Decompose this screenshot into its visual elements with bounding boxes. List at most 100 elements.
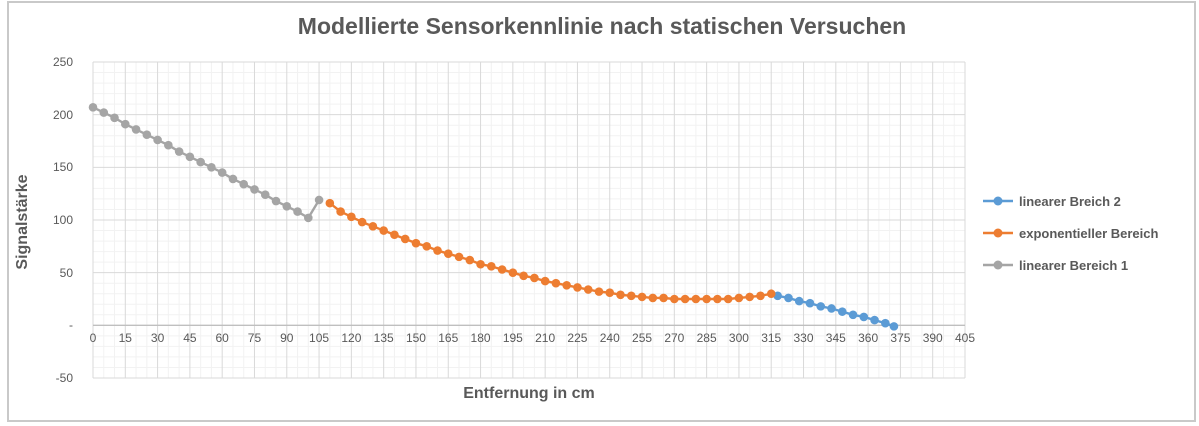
data-point-marker[interactable] [164,140,173,150]
data-point-marker[interactable] [594,287,604,296]
data-point-marker[interactable] [217,168,227,177]
x-tick-label: 315 [761,331,782,345]
data-point-marker[interactable] [616,290,625,300]
data-point-marker[interactable] [756,291,765,301]
data-point-marker[interactable] [637,292,647,302]
x-tick-label: 195 [502,331,523,345]
series-linearer-bereich-1[interactable] [88,102,324,223]
data-point-marker[interactable] [454,252,464,262]
data-point-marker[interactable] [702,294,711,304]
data-point-marker[interactable] [670,294,679,304]
data-point-marker[interactable] [734,293,744,303]
data-point-marker[interactable] [250,185,259,194]
data-point-marker[interactable] [659,293,668,303]
data-point-marker[interactable] [228,174,238,184]
data-point-marker[interactable] [131,125,141,134]
data-point-marker[interactable] [766,289,776,299]
data-point-marker[interactable] [573,283,582,292]
x-tick-label: 45 [183,331,197,345]
data-point-marker[interactable] [540,276,550,286]
data-point-marker[interactable] [99,108,109,117]
x-tick-label: 180 [470,331,491,345]
data-point-marker[interactable] [723,294,733,304]
data-point-marker[interactable] [816,302,826,311]
data-point-marker[interactable] [304,213,313,223]
data-point-marker[interactable] [368,222,378,231]
data-point-marker[interactable] [551,278,561,288]
data-point-marker[interactable] [282,202,292,211]
data-point-marker[interactable] [390,230,399,240]
data-point-marker[interactable] [443,249,453,259]
data-point-marker[interactable] [325,198,335,208]
data-point-marker[interactable] [88,102,98,112]
x-tick-label: 75 [247,331,262,345]
data-point-marker[interactable] [508,268,518,277]
data-point-marker[interactable] [196,157,205,167]
x-tick-label: 150 [405,331,426,345]
series-exponentieller-bereich[interactable] [325,198,776,304]
y-tick-label: 200 [52,107,73,122]
data-point-marker[interactable] [859,312,869,322]
data-point-marker[interactable] [260,190,270,200]
data-point-marker[interactable] [174,147,184,156]
data-point-marker[interactable] [827,304,836,313]
data-point-marker[interactable] [422,242,432,251]
data-point-marker[interactable] [465,255,475,265]
legend-item-exponentieller-bereich[interactable]: exponentieller Bereich [983,217,1158,249]
x-tick-label: 90 [280,331,294,345]
data-point-marker[interactable] [110,113,119,123]
data-point-marker[interactable] [185,152,195,162]
data-point-marker[interactable] [605,288,615,297]
data-point-marker[interactable] [357,217,367,227]
data-point-marker[interactable] [881,318,890,328]
data-point-marker[interactable] [411,238,421,248]
data-point-marker[interactable] [271,196,281,206]
data-point-marker[interactable] [773,291,782,301]
x-tick-label: 375 [890,331,911,345]
data-point-marker[interactable] [142,130,152,139]
data-point-marker[interactable] [784,293,793,303]
series-linearer-breich-2[interactable] [773,291,899,331]
data-point-marker[interactable] [745,292,754,302]
data-point-marker[interactable] [120,119,130,129]
data-point-marker[interactable] [870,315,879,325]
data-point-marker[interactable] [680,294,690,304]
data-point-marker[interactable] [400,234,410,244]
data-point-marker[interactable] [497,265,507,274]
data-point-marker[interactable] [583,285,593,294]
x-tick-label: 270 [664,331,685,345]
data-point-marker[interactable] [837,307,847,316]
x-tick-label: 390 [922,331,943,345]
data-point-marker[interactable] [293,207,302,216]
major-gridlines [92,61,966,379]
data-point-marker[interactable] [794,296,804,306]
data-point-marker[interactable] [562,281,571,290]
data-point-marker[interactable] [487,262,496,271]
data-point-marker[interactable] [153,135,162,145]
data-point-marker[interactable] [379,226,388,235]
data-point-marker[interactable] [648,293,658,303]
data-point-marker[interactable] [347,212,356,222]
data-point-marker[interactable] [314,195,324,205]
data-series-layer[interactable] [88,102,899,331]
data-point-marker[interactable] [691,294,701,304]
data-point-marker[interactable] [476,259,485,269]
data-point-marker[interactable] [713,294,722,304]
legend-label: linearer Breich 2 [1019,193,1121,209]
data-point-marker[interactable] [805,298,815,308]
data-point-marker[interactable] [519,271,528,281]
chart-frame [7,1,1196,422]
x-tick-label: 240 [599,331,620,345]
data-point-marker[interactable] [889,322,899,331]
data-point-marker[interactable] [626,291,636,301]
data-point-marker[interactable] [239,179,249,189]
legend-item-linearer-breich-2[interactable]: linearer Breich 2 [983,185,1158,217]
legend-item-linearer-bereich-1[interactable]: linearer Bereich 1 [983,249,1158,281]
legend-label: exponentieller Bereich [1019,225,1159,241]
data-point-marker[interactable] [433,246,442,255]
data-point-marker[interactable] [530,273,539,283]
data-point-marker[interactable] [207,163,216,172]
data-point-marker[interactable] [336,207,345,216]
data-point-marker[interactable] [848,310,858,320]
